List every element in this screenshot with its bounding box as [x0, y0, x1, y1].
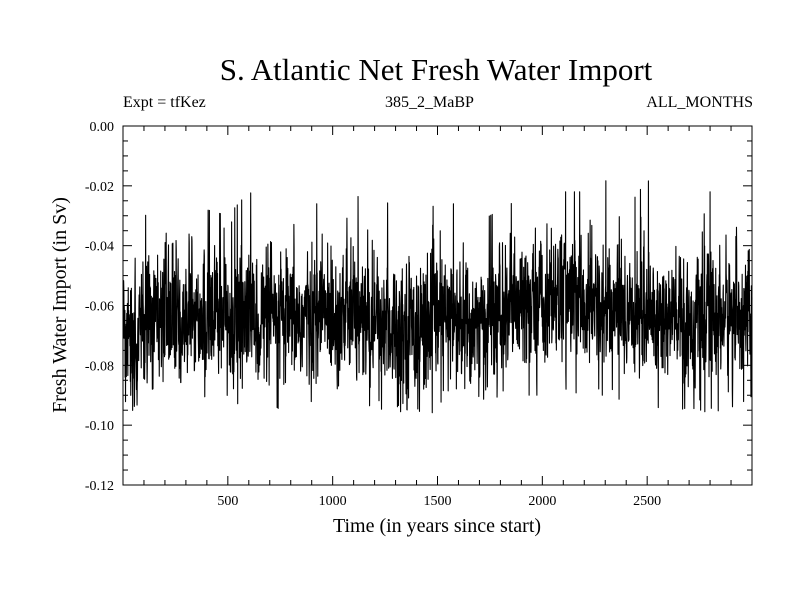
x-tick-label: 2000	[528, 494, 556, 509]
x-tick-label: 1000	[319, 494, 347, 509]
chart-title: S. Atlantic Net Fresh Water Import	[219, 52, 653, 87]
x-tick-label: 2500	[633, 494, 661, 509]
y-tick-label: -0.12	[85, 479, 114, 494]
y-axis-label: Fresh Water Import (in Sv)	[49, 197, 71, 413]
y-tick-label: -0.06	[85, 300, 114, 315]
run-id-label: 385_2_MaBP	[385, 94, 474, 111]
experiment-label: Expt = tfKez	[123, 94, 206, 111]
y-tick-label: -0.08	[85, 359, 114, 374]
x-axis-label: Time (in years since start)	[333, 515, 541, 537]
axis-layer: 500 1000 1500 2000 2500 0.00 -0.02 -0.04 -0.06 -0…	[85, 120, 752, 509]
y-tick-label: -0.10	[85, 419, 114, 434]
y-tick-label: -0.04	[85, 240, 114, 255]
x-tick-label: 1500	[424, 494, 452, 509]
y-tick-label: 0.00	[90, 120, 115, 135]
data-layer	[122, 180, 753, 414]
x-tick-label: 500	[217, 494, 238, 509]
months-label: ALL_MONTHS	[646, 94, 753, 111]
freshwater-import-series-line	[122, 180, 753, 414]
y-tick-label: -0.02	[85, 180, 114, 195]
